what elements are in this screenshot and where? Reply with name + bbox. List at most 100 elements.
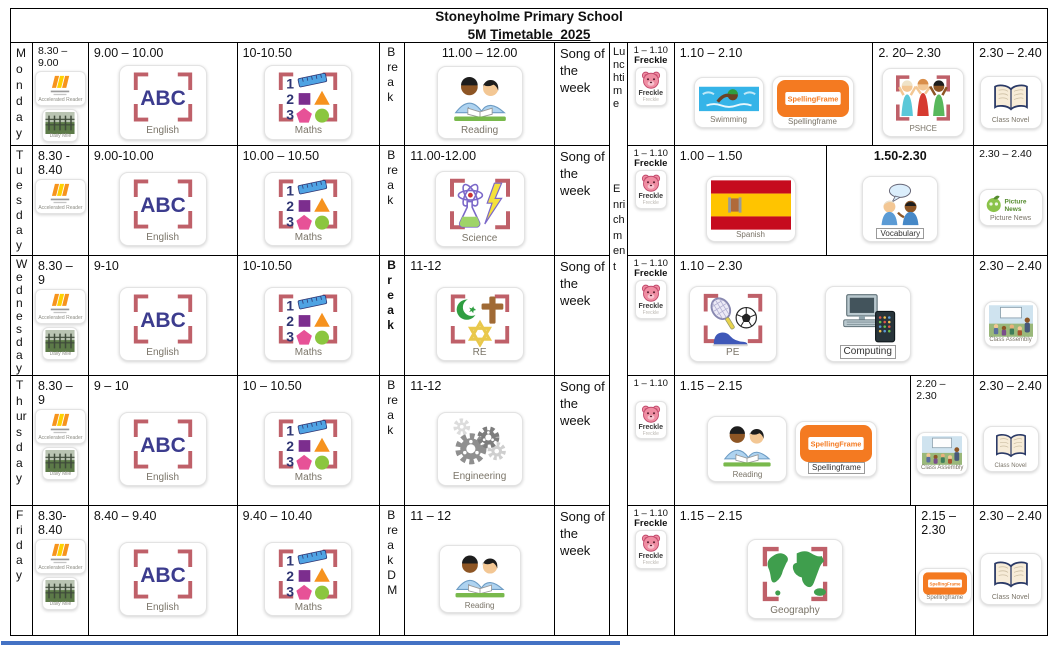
engineering-icon: Engineering [436, 412, 523, 486]
icon-caption: Geography [770, 604, 820, 616]
icon-caption: English [146, 231, 180, 243]
lunchtime-strip [610, 376, 628, 506]
time-label: 1.10 – 2.30 [679, 259, 743, 273]
time-label: 1.50-2.30 [873, 149, 927, 163]
song-of-the-week: Song of the week [559, 379, 605, 428]
geography-icon: Geography [746, 538, 843, 620]
icon-caption: Spellingframe [788, 116, 837, 126]
row-friday: Friday 8.30- 8.40 Accelerated Reader Dai… [11, 506, 1047, 635]
accelerated-reader-icon: Accelerated Reader [35, 179, 86, 214]
icon-caption: Class Novel [994, 462, 1027, 469]
time-label: 8.30 – 9.00 [37, 45, 68, 69]
icon-caption: Freckle [638, 193, 664, 201]
icon-caption: Reading [464, 600, 495, 610]
time-label: 2.30 – 2.40 [979, 509, 1042, 523]
day-label: Tuesday [16, 148, 24, 252]
late-morning-cell: 11.00-12.00 Science [405, 146, 555, 256]
early-slot-cell: 8.30 – 9 Accelerated Reader Daily Mile [32, 256, 89, 376]
english-cell: 9.00 – 10.00 English [88, 43, 238, 146]
time-label: 11.00-12.00 [410, 149, 477, 163]
reading-icon: Reading [436, 65, 523, 140]
icon-caption: Class Novel [991, 593, 1030, 601]
afternoon-cell-2: 2.20 – 2.30 Class Assembly [911, 376, 975, 506]
time-label: 1.10 – 2.10 [679, 46, 743, 60]
icon-caption: PE [726, 347, 740, 359]
time-label: 2. 20– 2.30 [878, 46, 941, 60]
vocabulary-icon: Vocabulary [862, 175, 939, 243]
icon-caption: Class Assembly [989, 337, 1032, 344]
icon-subcaption: Freckle [642, 560, 659, 567]
english-icon: English [118, 541, 207, 617]
day-label: Thursday [16, 378, 27, 485]
icon-caption: Accelerated Reader [38, 435, 83, 441]
time-label: 10.00 – 10.50 [242, 149, 320, 163]
english-icon: English [118, 411, 207, 487]
song-of-the-week: Song of the week [559, 509, 605, 558]
song-cell: Song of the week [554, 376, 610, 506]
accelerated-reader-icon: Accelerated Reader [35, 539, 86, 574]
maths-cell: 10.00 – 10.50 Maths [237, 146, 381, 256]
icon-caption: Picture News [989, 214, 1032, 222]
english-cell: 9-10 English [88, 256, 238, 376]
icon-caption: Maths [294, 601, 323, 613]
day-cell: Tuesday [11, 146, 33, 256]
early-slot-cell: 8.30- 8.40 Accelerated Reader Daily Mile [33, 506, 89, 635]
class-novel-icon: Class Novel [979, 552, 1042, 606]
maths-cell: 10-10.50 Maths [237, 43, 381, 146]
english-icon: English [118, 286, 207, 362]
time-label: 8.40 – 9.40 [93, 509, 157, 523]
pshce-icon: PSHCE [882, 68, 965, 137]
early-icons: Accelerated Reader Daily Mile [35, 289, 86, 360]
break-cell: Break [380, 256, 406, 376]
early-slot-cell: 8.30 – 9 Accelerated Reader Daily Mile [32, 376, 89, 506]
time-label: 1 – 1.10 [633, 508, 668, 519]
time-label: 10 – 10.50 [242, 379, 302, 393]
icon-caption: Computing [839, 345, 896, 359]
break-label: Break [387, 45, 398, 104]
daily-mile-icon: Daily Mile [42, 108, 79, 142]
break-label: Break [387, 148, 398, 207]
english-cell: 8.40 – 9.40 English [89, 506, 238, 635]
icon-caption: Daily Mile [49, 132, 72, 139]
day-cell: Wednesday [11, 256, 33, 376]
icon-caption: English [146, 125, 180, 137]
lunchtime-strip [610, 256, 628, 376]
time-label: 2.30 – 2.40 [979, 46, 1042, 60]
time-label: 1.15 – 2.15 [679, 379, 743, 393]
maths-cell: 9.40 – 10.40 Maths [238, 506, 381, 635]
freckle-icon: Freckle Freckle [634, 530, 668, 569]
spanish-icon: Spanish [705, 175, 796, 243]
song-of-the-week: Song of the week [559, 149, 605, 198]
accelerated-reader-icon: Accelerated Reader [35, 409, 86, 444]
song-of-the-week: Song of the week [559, 259, 605, 308]
time-label: 1 – 1.10 [633, 45, 668, 56]
icon-caption: Freckle [638, 303, 664, 311]
spellingframe-icon: Spellingframe [771, 75, 854, 130]
table-header: Stoneyholme Primary School 5M Timetable … [11, 9, 1047, 43]
end-of-day-cell: 2.30 – 2.40 Picture News [974, 146, 1047, 256]
early-icons: Accelerated Reader Daily Mile [35, 539, 86, 610]
late-morning-cell: 11.00 – 12.00 Reading [405, 43, 555, 146]
freckle-cell: 1 – 1.10 Freckle Freckle Freckle [628, 506, 675, 635]
re-icon: RE [435, 286, 524, 362]
time-label: 2.30 – 2.40 [979, 148, 1032, 160]
icon-caption: Swimming [710, 115, 747, 125]
class-assembly-icon: Class Assembly [916, 432, 969, 475]
time-label: 11.00 – 12.00 [441, 46, 518, 60]
icon-caption: Freckle [638, 553, 664, 561]
break-cell: BreakDM [380, 506, 406, 635]
spellingframe-icon: Spellingframe [917, 567, 972, 605]
icon-caption: Class Novel [991, 117, 1030, 125]
science-icon: Science [434, 170, 525, 248]
icon-caption: RE [472, 346, 487, 358]
time-label: 8.30- 8.40 [37, 509, 67, 537]
end-of-day-cell: 2.30 – 2.40 Class Novel [974, 506, 1047, 635]
icon-caption: Accelerated Reader [38, 315, 83, 321]
freckle-cell: 1 – 1.10 Freckle Freckle Freckle [627, 43, 675, 146]
time-label: 2.30 – 2.40 [979, 379, 1042, 393]
enrichment-label: Enrichment [613, 183, 626, 273]
icon-caption: Accelerated Reader [38, 97, 83, 103]
freckle-label: Freckle [634, 158, 668, 169]
time-label: 9.40 – 10.40 [242, 509, 313, 523]
icon-caption: English [146, 601, 180, 613]
